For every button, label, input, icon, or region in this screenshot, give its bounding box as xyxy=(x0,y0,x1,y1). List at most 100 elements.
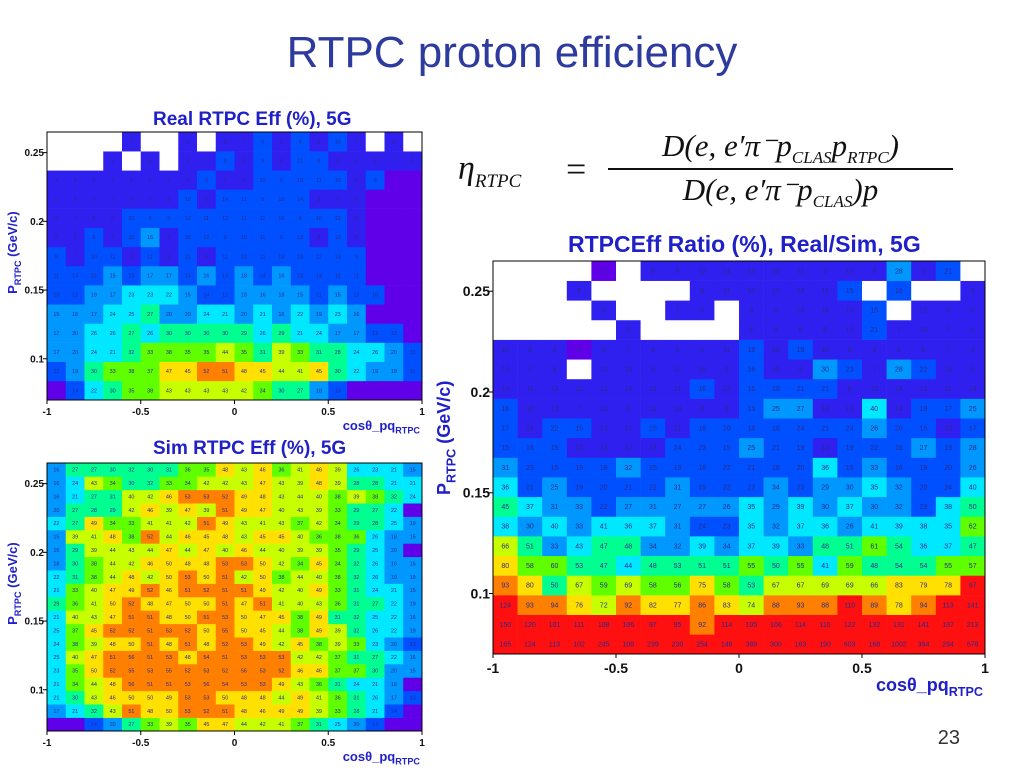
heatmap-cell xyxy=(272,583,292,598)
real-y-axis-label: PRTPC (GeV/c) xyxy=(5,211,23,294)
cell-value-label: 26 xyxy=(846,524,854,531)
cell-value-label: 15 xyxy=(335,293,341,299)
cell-value-label: 69 xyxy=(624,583,632,590)
cell-value-label: 50 xyxy=(166,561,172,567)
heatmap-cell xyxy=(290,583,310,598)
cell-value-label: 94 xyxy=(920,602,928,609)
cell-value-label: 11 xyxy=(241,197,247,203)
cell-value-label: 8 xyxy=(317,235,320,241)
heatmap-cell xyxy=(159,132,179,152)
cell-value-label: 37 xyxy=(72,628,78,634)
cell-value-label: 47 xyxy=(260,481,266,487)
heatmap-cell xyxy=(542,555,568,576)
cell-value-label: 20 xyxy=(53,508,59,514)
heatmap-cell xyxy=(911,398,937,419)
heatmap-cell xyxy=(272,380,292,401)
heatmap-cell xyxy=(517,300,543,321)
heatmap-cell xyxy=(616,536,641,557)
heatmap-cell xyxy=(689,319,715,340)
heatmap-cell xyxy=(960,614,986,635)
cell-value-label: 11 xyxy=(723,288,730,295)
heatmap-cell xyxy=(215,361,235,382)
heatmap-cell xyxy=(403,208,423,229)
heatmap-cell xyxy=(493,457,518,478)
cell-value-label: 47 xyxy=(166,548,172,554)
cell-value-label: 13 xyxy=(128,273,134,279)
cell-value-label: 44 xyxy=(222,350,228,356)
cell-value-label: 24 xyxy=(72,481,78,487)
cell-value-label: 9 xyxy=(261,197,264,203)
cell-value-label: 26 xyxy=(260,331,266,337)
cell-value-label: 12 xyxy=(846,327,854,334)
cell-value-label: 12 xyxy=(920,386,928,393)
cell-value-label: 30 xyxy=(821,367,829,374)
cell-value-label: 44 xyxy=(278,628,284,634)
cell-value-label: 14 xyxy=(821,406,829,413)
heatmap-cell xyxy=(788,339,814,360)
heatmap-cell xyxy=(272,170,292,190)
cell-value-label: 94 xyxy=(551,602,559,609)
heatmap-cell xyxy=(960,477,986,498)
heatmap-cell xyxy=(215,543,235,558)
heatmap-cell xyxy=(215,516,235,531)
cell-value-label: 37 xyxy=(747,543,755,550)
cell-value-label: 34 xyxy=(335,521,341,527)
heatmap-cell xyxy=(739,614,764,635)
cell-value-label: 47 xyxy=(166,602,172,608)
heatmap-cell xyxy=(103,556,123,571)
cell-value-label: 16 xyxy=(526,445,534,452)
heatmap-cell xyxy=(215,285,235,305)
cell-value-label: 45 xyxy=(316,561,322,567)
cell-value-label: 58 xyxy=(723,583,731,590)
cell-value-label: 12 xyxy=(600,367,608,374)
cell-value-label: 35 xyxy=(747,524,755,531)
heatmap-cell xyxy=(215,717,235,732)
cell-value-label: 37 xyxy=(335,669,341,675)
cell-value-label: 53 xyxy=(260,682,266,688)
cell-value-label: 16 xyxy=(53,494,59,500)
heatmap-cell xyxy=(328,380,348,401)
cell-value-label: 43 xyxy=(297,682,303,688)
cell-value-label: 23 xyxy=(128,293,134,299)
cell-value-label: 8 xyxy=(971,308,975,315)
heatmap-cell xyxy=(84,342,104,363)
heatmap-cell xyxy=(47,597,67,611)
heatmap-cell xyxy=(960,398,986,419)
heatmap-cell xyxy=(812,614,838,635)
cell-value-label: 43 xyxy=(91,481,97,487)
heatmap-cell xyxy=(517,457,543,478)
heatmap-cell xyxy=(788,516,814,537)
cell-value-label: 53 xyxy=(185,709,191,715)
heatmap-cell xyxy=(47,690,67,705)
cell-value-label: 37 xyxy=(526,504,534,511)
cell-value-label: 394 xyxy=(918,642,930,649)
heatmap-cell xyxy=(215,304,235,324)
heatmap-cell xyxy=(960,634,986,655)
heatmap-cell xyxy=(862,378,887,399)
heatmap-cell xyxy=(812,418,838,439)
cell-value-label: 31 xyxy=(260,350,266,356)
heatmap-cell xyxy=(403,583,423,598)
cell-value-label: 47 xyxy=(260,508,266,514)
heatmap-cell xyxy=(365,650,385,665)
cell-value-label: 38 xyxy=(335,494,341,500)
cell-value-label: 33 xyxy=(335,588,341,594)
cell-value-label: 50 xyxy=(91,669,97,675)
heatmap-cell xyxy=(837,319,863,340)
heatmap-cell xyxy=(365,690,385,705)
cell-value-label: 55 xyxy=(166,669,172,675)
heatmap-cell xyxy=(272,463,292,477)
heatmap-cell xyxy=(234,489,254,504)
heatmap-cell xyxy=(935,378,961,399)
cell-value-label: 49 xyxy=(278,682,284,688)
cell-value-label: 7 xyxy=(111,197,114,203)
heatmap-cell xyxy=(837,339,863,360)
heatmap-cell xyxy=(739,378,764,399)
heatmap-cell xyxy=(122,690,142,705)
cell-value-label: 22 xyxy=(297,312,303,318)
heatmap-cell xyxy=(65,543,85,558)
heatmap-cell xyxy=(347,266,367,286)
cell-value-label: 47 xyxy=(241,602,247,608)
heatmap-cell xyxy=(328,246,348,267)
heatmap-cell xyxy=(65,690,85,705)
